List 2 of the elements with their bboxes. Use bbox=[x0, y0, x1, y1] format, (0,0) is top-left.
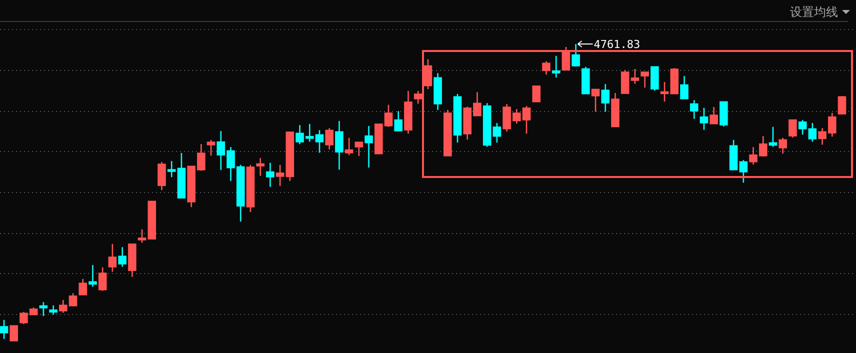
annotation: 4761.83 bbox=[594, 38, 640, 51]
text: 设置均线 bbox=[790, 5, 838, 19]
